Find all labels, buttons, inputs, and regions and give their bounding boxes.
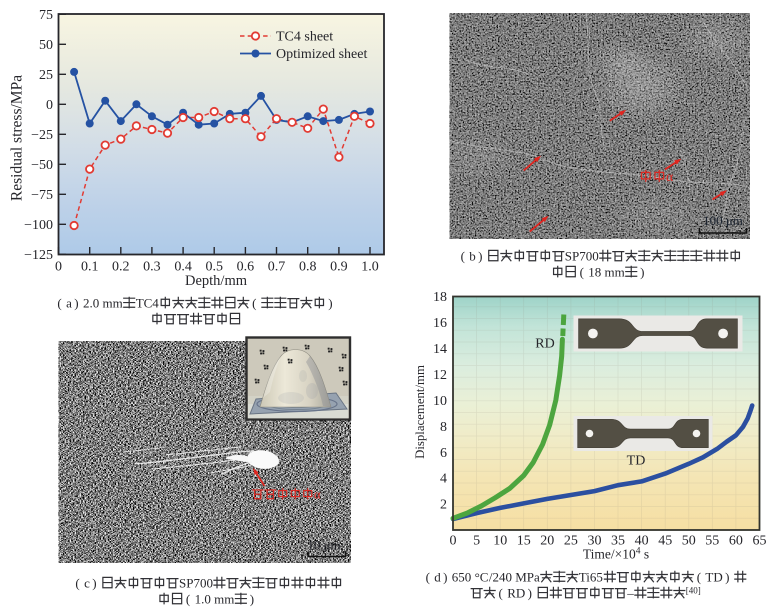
svg-text:Depth/mm: Depth/mm (185, 273, 248, 289)
svg-text:d: d (434, 570, 441, 585)
svg-text:): ) (250, 592, 254, 607)
svg-text:°C: °C (475, 570, 489, 585)
svg-text:): ) (528, 586, 532, 601)
svg-text:Optimized sheet: Optimized sheet (276, 47, 367, 62)
svg-text:20: 20 (540, 534, 554, 549)
svg-text:): ) (443, 570, 447, 585)
svg-text:SP700: SP700 (565, 249, 599, 264)
svg-text:0.8: 0.8 (299, 260, 317, 275)
svg-text:Time/×104 s: Time/×104 s (583, 547, 649, 562)
svg-text:10: 10 (493, 534, 507, 549)
svg-text:SP700: SP700 (179, 576, 213, 591)
svg-text:α: α (314, 488, 321, 502)
svg-text:100 μm: 100 μm (703, 213, 743, 228)
svg-text:): ) (640, 265, 644, 280)
svg-text:(: ( (186, 592, 190, 607)
svg-text:TC4: TC4 (136, 296, 160, 311)
svg-text:): ) (478, 249, 482, 264)
svg-text:35: 35 (611, 534, 625, 549)
svg-text:(: ( (580, 265, 584, 280)
svg-text:25: 25 (39, 68, 53, 83)
svg-text:0: 0 (55, 260, 62, 275)
svg-text:2.0 mm: 2.0 mm (83, 296, 123, 311)
svg-text:5: 5 (473, 534, 480, 549)
svg-text:−25: −25 (31, 128, 53, 143)
svg-text:(: ( (461, 249, 465, 264)
svg-text:−75: −75 (31, 188, 53, 203)
svg-text:RD: RD (535, 337, 554, 352)
svg-text:(: ( (426, 570, 430, 585)
svg-text:[40]: [40] (686, 586, 701, 596)
svg-text:TD: TD (627, 454, 646, 469)
svg-text:50: 50 (39, 38, 53, 53)
svg-text:14: 14 (433, 342, 447, 357)
svg-text:(: ( (697, 570, 701, 585)
svg-text:(: ( (75, 576, 79, 591)
svg-text:): ) (92, 576, 96, 591)
svg-text:0.2: 0.2 (112, 260, 130, 275)
svg-text:b: b (469, 249, 476, 264)
svg-text:25: 25 (564, 534, 578, 549)
svg-text:0: 0 (450, 534, 457, 549)
svg-text:4: 4 (440, 472, 447, 487)
svg-text:0.6: 0.6 (237, 260, 255, 275)
svg-text:c: c (84, 576, 90, 591)
svg-text:18: 18 (433, 290, 447, 305)
svg-text:55: 55 (705, 534, 719, 549)
svg-text:−125: −125 (24, 248, 53, 263)
svg-text:a: a (66, 296, 72, 311)
svg-text:TC4 sheet: TC4 sheet (276, 30, 333, 45)
svg-text:40: 40 (635, 534, 649, 549)
svg-text:60: 60 (729, 534, 743, 549)
svg-text:0.1: 0.1 (81, 260, 99, 275)
svg-text:0.3: 0.3 (143, 260, 161, 275)
svg-text:18 mm: 18 mm (588, 265, 624, 280)
svg-text:75: 75 (39, 8, 53, 23)
svg-text:12: 12 (433, 368, 447, 383)
svg-text:Residual stress/MPa: Residual stress/MPa (9, 75, 26, 201)
svg-text:50: 50 (682, 534, 696, 549)
svg-text:0: 0 (46, 98, 53, 113)
svg-text:Displacement/mm: Displacement/mm (413, 365, 427, 459)
svg-text:2: 2 (440, 498, 447, 513)
svg-text:–: – (626, 586, 634, 601)
svg-text:(: ( (57, 296, 61, 311)
svg-text:16: 16 (433, 316, 447, 331)
svg-text:30: 30 (588, 534, 602, 549)
svg-text:α: α (666, 169, 673, 184)
svg-text:650: 650 (452, 570, 475, 585)
svg-text:TD: TD (705, 570, 722, 585)
svg-text:/240 MPa: /240 MPa (489, 570, 540, 585)
svg-text:0.4: 0.4 (174, 260, 192, 275)
svg-text:0.9: 0.9 (330, 260, 348, 275)
svg-text:1.0: 1.0 (361, 260, 379, 275)
svg-text:(: ( (499, 586, 503, 601)
svg-text:65: 65 (753, 534, 767, 549)
svg-text:RD: RD (507, 586, 525, 601)
svg-text:0.5: 0.5 (205, 260, 223, 275)
svg-text:−50: −50 (31, 158, 53, 173)
svg-text:(: ( (252, 296, 256, 311)
svg-text:8: 8 (440, 420, 447, 435)
svg-text:−100: −100 (24, 218, 53, 233)
svg-text:15: 15 (517, 534, 531, 549)
svg-text:Ti65: Ti65 (579, 570, 603, 585)
svg-text:45: 45 (658, 534, 672, 549)
svg-text:): ) (328, 296, 332, 311)
svg-text:6: 6 (440, 446, 447, 461)
svg-text:0.7: 0.7 (268, 260, 286, 275)
svg-text:): ) (725, 570, 729, 585)
svg-text:1.0 mm: 1.0 mm (195, 592, 235, 607)
svg-text:10: 10 (433, 394, 447, 409)
svg-text:10 μm: 10 μm (307, 538, 340, 553)
svg-text:): ) (74, 296, 78, 311)
